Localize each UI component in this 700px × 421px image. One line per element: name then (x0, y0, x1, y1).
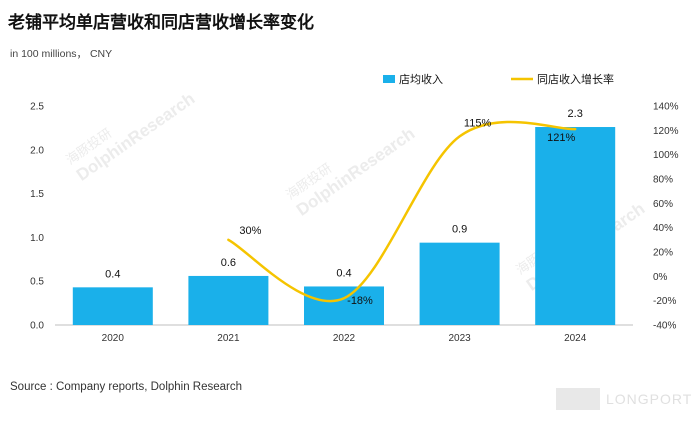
y-left-tick-label: 0.0 (30, 321, 44, 332)
bar (419, 242, 500, 325)
line-value-label: 30% (239, 225, 261, 237)
y-right-tick-label: -40% (653, 321, 676, 332)
y-right-tick-label: 140% (653, 102, 679, 113)
y-left-tick-label: 2.0 (30, 145, 44, 156)
y-right-tick-label: 120% (653, 126, 679, 137)
brand-name: LONGPORT (606, 391, 693, 407)
brand-mark-icon (556, 388, 600, 410)
line-value-label: -18% (347, 295, 373, 307)
x-tick-label: 2024 (564, 333, 587, 344)
bar-value-label: 2.3 (568, 108, 583, 120)
bar-series (72, 127, 616, 325)
y-left-tick-label: 1.0 (30, 233, 44, 244)
x-tick-label: 2021 (217, 333, 240, 344)
bar-value-label: 0.9 (452, 224, 467, 236)
x-tick-label: 2023 (448, 333, 471, 344)
y-left-tick-label: 1.5 (30, 189, 44, 200)
y-right-tick-label: 80% (653, 175, 673, 186)
x-tick-label: 2022 (333, 333, 356, 344)
legend-bar-swatch (383, 75, 395, 83)
y-right-tick-label: 20% (653, 248, 673, 259)
bar (304, 286, 384, 325)
data-labels: 0.4 0.6 0.4 0.9 2.3 30% -18% 115% 121% (105, 108, 583, 307)
line-series (227, 120, 577, 303)
legend-line-label: 同店收入增长率 (537, 72, 614, 86)
y-right-tick-label: 60% (653, 199, 673, 210)
x-tick-label: 2020 (102, 333, 125, 344)
source-note: Source : Company reports, Dolphin Resear… (10, 381, 243, 393)
bar (535, 127, 616, 325)
legend: 店均收入 同店收入增长率 (383, 72, 614, 86)
line-value-label: 121% (547, 132, 575, 144)
bar (72, 287, 153, 325)
y-left-tick-label: 2.5 (30, 102, 44, 113)
bar-value-label: 0.4 (336, 267, 351, 279)
line-value-label: 115% (464, 117, 492, 129)
y-right-tick-label: 0% (653, 272, 668, 283)
bar-value-label: 0.4 (105, 268, 120, 280)
growth-line (227, 120, 577, 303)
unit-label: in 100 millions， CNY (10, 48, 113, 60)
bar-value-label: 0.6 (221, 257, 236, 269)
chart-title: 老铺平均单店营收和同店营收增长率变化 (8, 13, 314, 33)
y-right-tick-label: 40% (653, 223, 673, 234)
legend-bar-label: 店均收入 (399, 72, 443, 86)
y-right-tick-label: -20% (653, 296, 676, 307)
y-right-tick-label: 100% (653, 150, 679, 161)
y-left-tick-label: 0.5 (30, 277, 44, 288)
bar (188, 275, 269, 325)
